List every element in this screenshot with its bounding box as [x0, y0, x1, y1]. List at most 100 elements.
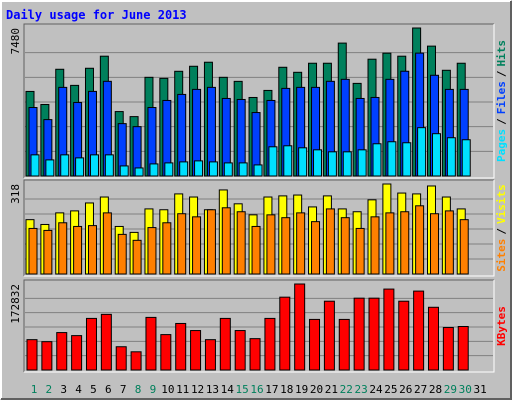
- bar: [71, 335, 83, 371]
- bar: [313, 149, 323, 177]
- legend-entry: KBytes: [495, 306, 508, 346]
- x-tick-label: 20: [310, 383, 323, 396]
- bar: [357, 149, 367, 177]
- bar: [338, 318, 350, 371]
- bar: [413, 290, 425, 371]
- y-tick-label: 7480: [9, 28, 22, 55]
- bar: [417, 127, 427, 177]
- bar: [387, 141, 397, 177]
- bar: [221, 207, 231, 275]
- bar: [160, 334, 172, 371]
- bar: [325, 208, 335, 275]
- chart-title: Daily usage for June 2013: [6, 8, 187, 22]
- legend-entry: Hits: [495, 40, 508, 67]
- bar: [446, 137, 456, 177]
- bar: [323, 300, 335, 371]
- x-tick-label: 1: [31, 383, 38, 396]
- bar: [457, 326, 469, 371]
- legend-entry: Sites: [495, 239, 508, 272]
- x-tick-label: 10: [161, 383, 174, 396]
- bar: [102, 212, 112, 275]
- panel-edge-light: [24, 180, 495, 277]
- bar: [461, 139, 471, 177]
- x-tick-label: 31: [473, 383, 486, 396]
- x-tick-label: 3: [60, 383, 67, 396]
- bar: [294, 283, 306, 371]
- x-tick-label: 24: [369, 383, 383, 396]
- bar: [400, 211, 410, 275]
- bar: [58, 222, 68, 275]
- x-tick-label: 4: [75, 383, 82, 396]
- legend: KBytes: [495, 306, 508, 346]
- bar: [355, 227, 365, 275]
- bar: [147, 227, 157, 275]
- bar: [175, 322, 187, 371]
- bar: [340, 217, 350, 275]
- bar: [145, 316, 157, 371]
- legend-entry: Pages: [495, 129, 508, 162]
- bar: [253, 164, 263, 177]
- x-tick-label: 12: [191, 383, 204, 396]
- x-tick-label: 17: [265, 383, 278, 396]
- bar: [298, 147, 308, 177]
- bar: [104, 154, 114, 177]
- x-tick-label: 19: [295, 383, 308, 396]
- bar: [204, 339, 216, 371]
- bar: [429, 213, 439, 275]
- bar: [370, 216, 380, 275]
- x-tick-label: 16: [250, 383, 263, 396]
- legend: Pages / Files / Hits: [495, 40, 508, 162]
- bar: [190, 330, 202, 371]
- bar: [431, 133, 441, 177]
- x-tick-label: 18: [280, 383, 293, 396]
- bar: [249, 338, 261, 371]
- panel-edge-dark: [23, 279, 494, 372]
- x-tick-label: 8: [135, 383, 142, 396]
- bar: [87, 225, 97, 275]
- x-tick-label: 26: [399, 383, 412, 396]
- bar: [177, 213, 187, 275]
- bar: [45, 159, 55, 177]
- bar: [89, 154, 99, 177]
- bar: [268, 146, 278, 177]
- bar: [56, 332, 68, 371]
- bar: [368, 297, 380, 371]
- y-tick-label: 172832: [9, 284, 22, 324]
- bar: [219, 317, 231, 371]
- bar: [130, 351, 142, 371]
- bar: [119, 165, 129, 177]
- bar: [427, 306, 439, 371]
- bar: [459, 219, 469, 275]
- panel-edge-light: [24, 24, 495, 179]
- bar: [73, 225, 83, 275]
- x-tick-label: 13: [206, 383, 219, 396]
- x-tick-label: 29: [444, 383, 457, 396]
- bar: [385, 212, 395, 275]
- bar: [415, 205, 425, 275]
- bar: [327, 151, 337, 177]
- bar: [281, 217, 291, 275]
- bar: [179, 161, 189, 177]
- bar: [283, 145, 293, 177]
- bar: [264, 317, 276, 371]
- bar: [383, 288, 395, 371]
- bar: [279, 296, 291, 371]
- bar: [398, 300, 410, 371]
- bar: [223, 162, 233, 177]
- x-tick-label: 11: [176, 383, 189, 396]
- bar: [60, 154, 70, 177]
- bar: [162, 222, 172, 275]
- x-tick-label: 25: [384, 383, 397, 396]
- legend-entry: Files: [495, 81, 508, 114]
- x-tick-label: 6: [105, 383, 112, 396]
- bar: [117, 233, 127, 275]
- x-tick-label: 9: [150, 383, 157, 396]
- bar: [309, 318, 321, 371]
- bar: [85, 317, 97, 371]
- bar: [41, 341, 53, 371]
- bar: [30, 154, 40, 177]
